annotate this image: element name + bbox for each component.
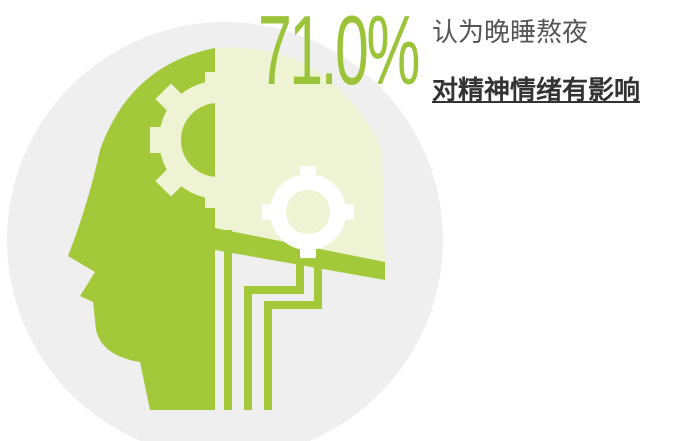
caption-line: 认为晚睡熬夜 xyxy=(432,12,588,49)
stat: 71.0% xyxy=(258,0,418,107)
page: 71.0% 认为晚睡熬夜 对精神情绪有影响 (() => { const dat… xyxy=(0,0,688,441)
caption-line-emphasis: 对精神情绪有影响 xyxy=(432,70,640,107)
